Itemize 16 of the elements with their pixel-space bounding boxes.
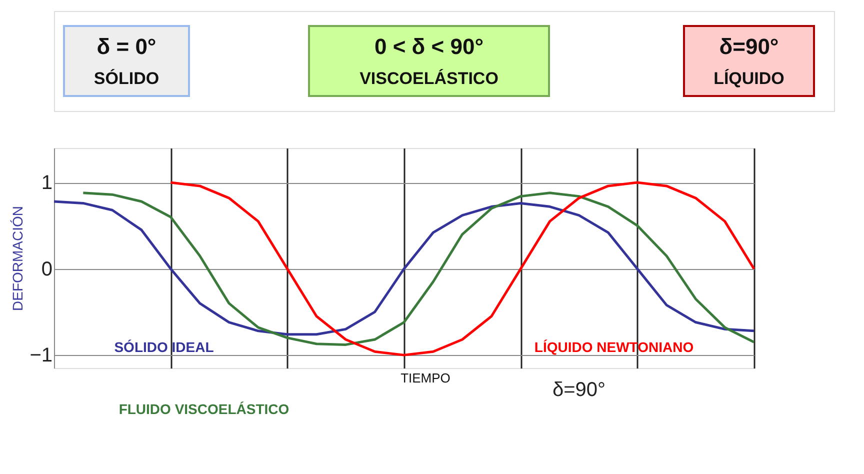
text: 0 < δ < 90° — [374, 34, 484, 59]
text: SÓLIDO — [94, 68, 160, 88]
text: δ = 0° — [96, 34, 156, 59]
y-tick-label: −1 — [30, 344, 52, 367]
text: δ=90° — [552, 379, 606, 401]
series-label: SÓLIDO IDEAL — [114, 339, 214, 355]
x-axis-title: TIEMPO — [400, 370, 450, 386]
text: VISCOELÁSTICO — [360, 68, 498, 88]
y-tick-label: 1 — [41, 172, 52, 194]
line-series — [169, 181, 756, 356]
text: LÍQUIDO — [714, 68, 784, 88]
line-series — [52, 200, 756, 336]
y-axis-title: DEFORMACIÓN — [10, 206, 26, 311]
text: FLUIDO VISCOELÁSTICO — [118, 401, 290, 417]
text: δ=90° — [719, 34, 779, 59]
y-tick-label: 0 — [41, 258, 52, 280]
